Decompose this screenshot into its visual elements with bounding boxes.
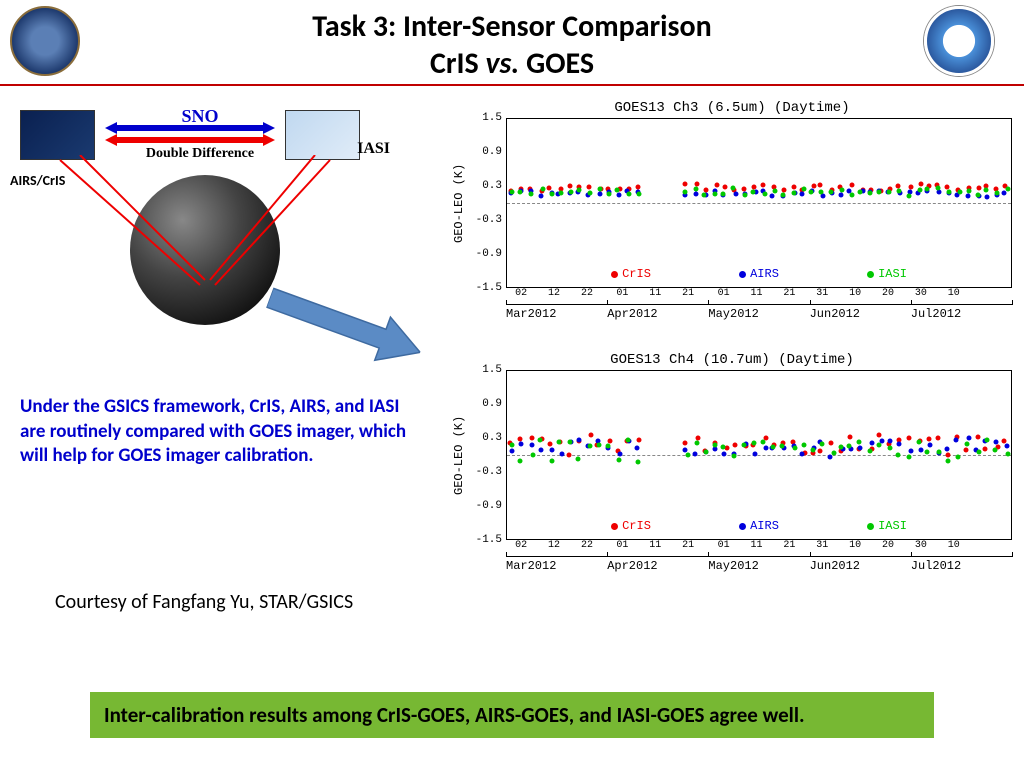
title-line-1: Task 3: Inter-Sensor Comparison (0, 8, 1024, 45)
chart2-ylabel: GEO-LEO (K) (452, 370, 470, 540)
explanation-text: Under the GSICS framework, CrIS, AIRS, a… (20, 395, 410, 469)
legend-cris: CrIS (611, 519, 651, 533)
bidirectional-arrows-icon (105, 122, 275, 146)
sno-diagram: SNO Double Difference AIRS/CrIS IASI (10, 100, 390, 340)
title-goes: GOES (519, 45, 594, 82)
courtesy-text: Courtesy of Fangfang Yu, STAR/GSICS (55, 590, 353, 614)
airs-cris-label: AIRS/CrIS (10, 172, 65, 189)
chart2-xticks: 0212220111210111213110203010 (506, 540, 1012, 556)
chart1-yticks: -1.5-0.9-0.30.30.91.5 (470, 118, 506, 288)
satellite-right-icon (285, 110, 360, 160)
noaa-nesdis-star-logo (10, 6, 80, 76)
chart2-plot: CrIS AIRS IASI (506, 370, 1012, 540)
chart1-xticks: 0212220111210111213110203010 (506, 288, 1012, 304)
red-divider (0, 84, 1024, 86)
chart1-plot: CrIS AIRS IASI (506, 118, 1012, 288)
noaa-logo (924, 6, 994, 76)
title-line-2: CrIS vs. GOES (0, 45, 1024, 82)
chart1-xmonths: Mar2012Apr2012May2012Jun2012Jul2012 (506, 304, 1012, 320)
satellite-left-icon (20, 110, 95, 160)
chart1-legend: CrIS AIRS IASI (507, 267, 1011, 281)
iasi-label: IASI (357, 140, 390, 158)
legend-airs: AIRS (739, 519, 779, 533)
chart2-xmonths: Mar2012Apr2012May2012Jun2012Jul2012 (506, 556, 1012, 572)
double-difference-label: Double Difference (146, 146, 254, 162)
legend-airs: AIRS (739, 267, 779, 281)
chart2-title: GOES13 Ch4 (10.7um) (Daytime) (452, 352, 1012, 368)
chart1-title: GOES13 Ch3 (6.5um) (Daytime) (452, 100, 1012, 116)
chart2-yticks: -1.5-0.9-0.30.30.91.5 (470, 370, 506, 540)
chart1-ylabel: GEO-LEO (K) (452, 118, 470, 288)
title-vs: vs. (485, 45, 519, 82)
legend-cris: CrIS (611, 267, 651, 281)
title-cris: CrIS (430, 45, 486, 82)
chart-ch3: GOES13 Ch3 (6.5um) (Daytime) GEO-LEO (K)… (452, 100, 1012, 330)
legend-iasi: IASI (867, 267, 907, 281)
earth-icon (130, 175, 280, 325)
header: Task 3: Inter-Sensor Comparison CrIS vs.… (0, 0, 1024, 90)
chart-ch4: GOES13 Ch4 (10.7um) (Daytime) GEO-LEO (K… (452, 352, 1012, 582)
big-arrow-icon (261, 274, 428, 376)
chart2-legend: CrIS AIRS IASI (507, 519, 1011, 533)
charts-container: GOES13 Ch3 (6.5um) (Daytime) GEO-LEO (K)… (452, 100, 1012, 604)
legend-iasi: IASI (867, 519, 907, 533)
conclusion-box: Inter-calibration results among CrIS-GOE… (90, 692, 934, 738)
